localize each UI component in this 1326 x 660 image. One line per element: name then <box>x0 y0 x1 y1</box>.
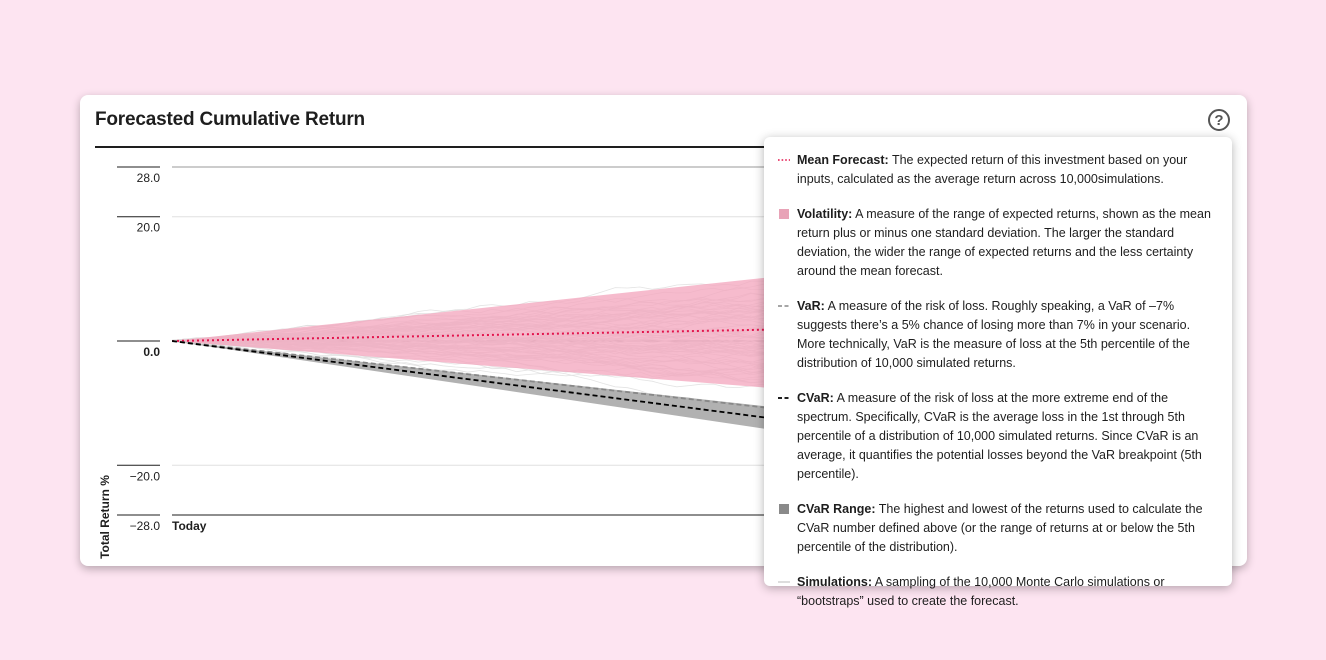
var-line <box>172 340 787 411</box>
gray-square-icon <box>779 504 789 514</box>
cvar-line <box>172 340 787 422</box>
legend-text: A measure of the risk of loss. Roughly s… <box>797 299 1191 370</box>
help-button[interactable]: ? <box>1208 109 1230 131</box>
legend-title: Volatility: <box>797 207 853 221</box>
question-mark-icon: ? <box>1214 111 1224 129</box>
y-axis-ticks: 28.0 20.0 0.0 −20.0 −28.0 <box>117 166 161 533</box>
legend-title: Mean Forecast: <box>797 153 889 167</box>
series-lines <box>172 328 787 422</box>
legend-item-volatility: Volatility: A measure of the range of ex… <box>778 205 1218 281</box>
legend-title: CVaR: <box>797 391 834 405</box>
legend-item-simulations: Simulations: A sampling of the 10,000 Mo… <box>778 573 1218 611</box>
legend-text: A sampling of the 10,000 Monte Carlo sim… <box>797 575 1165 608</box>
cvar-range-band <box>172 341 787 433</box>
bands <box>172 275 787 433</box>
legend-item-cvar-range: CVaR Range: The highest and lowest of th… <box>778 500 1218 557</box>
legend-title: Simulations: <box>797 575 873 589</box>
gray-dashed-line-icon <box>778 305 790 307</box>
legend-popover: Mean Forecast: The expected return of th… <box>764 137 1232 608</box>
forecast-chart: 28.0 20.0 0.0 −20.0 −28.0 Today Total Return… <box>98 166 787 559</box>
volatility-band <box>172 275 787 390</box>
legend-item-cvar: CVaR: A measure of the risk of loss at t… <box>778 389 1218 484</box>
legend-text: A measure of the risk of loss at the mor… <box>797 391 1202 481</box>
thin-line-icon <box>778 581 790 583</box>
y-tick-label: −20.0 <box>130 469 161 483</box>
legend-text: A measure of the range of expected retur… <box>797 207 1211 278</box>
legend-text: The highest and lowest of the returns us… <box>797 502 1203 554</box>
legend-title: VaR: <box>797 299 825 313</box>
x-tick-today: Today <box>172 519 207 533</box>
black-dashed-line-icon <box>778 397 790 399</box>
y-tick-label: 20.0 <box>137 221 161 235</box>
legend-item-mean-forecast: Mean Forecast: The expected return of th… <box>778 151 1218 189</box>
y-tick-label: 0.0 <box>143 345 160 359</box>
pink-square-icon <box>779 209 789 219</box>
title-divider <box>95 146 795 148</box>
legend-text: The expected return of this investment b… <box>797 153 1188 186</box>
y-tick-label: 28.0 <box>137 171 161 185</box>
legend-item-var: VaR: A measure of the risk of loss. Roug… <box>778 297 1218 373</box>
y-tick-label: −28.0 <box>130 519 161 533</box>
y-axis-title: Total Return % <box>98 475 112 559</box>
legend-title: CVaR Range: <box>797 502 876 516</box>
card-title: Forecasted Cumulative Return <box>95 109 365 130</box>
dotted-line-icon <box>778 159 790 161</box>
